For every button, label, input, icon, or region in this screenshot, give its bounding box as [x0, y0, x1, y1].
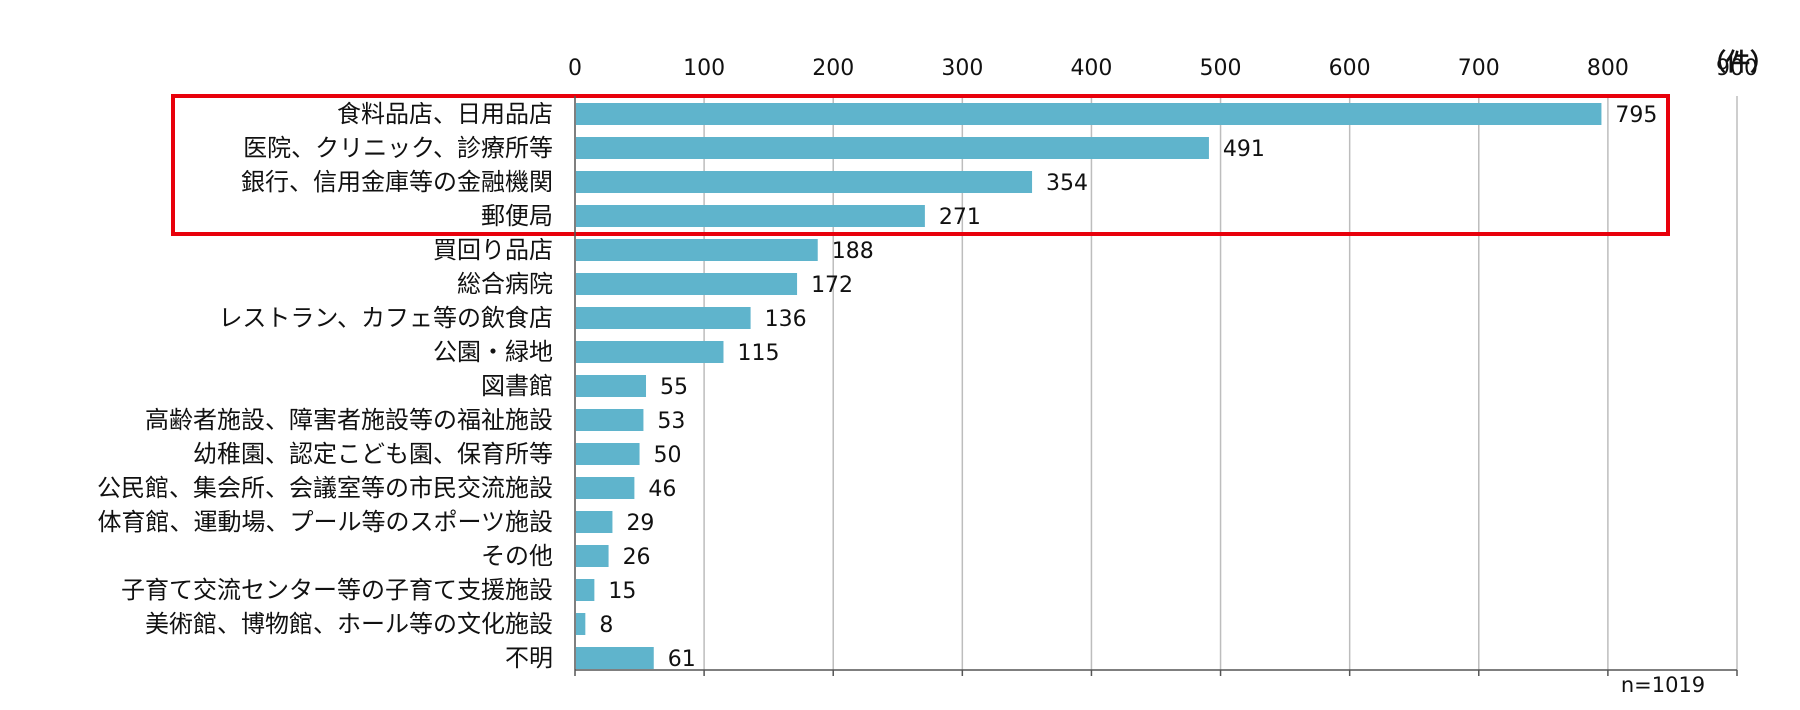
category-label: 公民館、集会所、会議室等の市民交流施設 — [97, 474, 553, 502]
label-layer: 食料品店、日用品店 795 医院、クリニック、診療所等 491 銀行、信用金庫等の金融機… — [97, 94, 1670, 672]
category-label: 郵便局 — [481, 202, 553, 230]
category-label: 医院、クリニック、診療所等 — [243, 134, 553, 162]
x-tick-label: 400 — [1070, 56, 1112, 81]
category-label: レストラン、カフェ等の飲食店 — [218, 304, 553, 332]
category-label: 買回り品店 — [433, 236, 553, 264]
data-label: 136 — [765, 307, 807, 332]
bar — [576, 103, 1602, 125]
bar — [576, 647, 654, 669]
highlight-box — [171, 94, 1670, 236]
x-tick-label: 300 — [941, 56, 983, 81]
bar-layer — [576, 103, 1602, 669]
category-label: 公園・緑地 — [433, 338, 553, 366]
data-label: 188 — [832, 239, 874, 264]
category-label: 不明 — [505, 644, 553, 672]
bar — [576, 443, 640, 465]
bar — [576, 307, 751, 329]
category-label: 銀行、信用金庫等の金融機関 — [241, 168, 553, 196]
category-label: 幼稚園、認定こども園、保育所等 — [193, 440, 553, 468]
category-label: 高齢者施設、障害者施設等の福祉施設 — [145, 406, 553, 434]
bar — [576, 545, 609, 567]
x-tick-label: 600 — [1329, 56, 1371, 81]
bar — [576, 205, 925, 227]
x-tick-label: 900 — [1716, 56, 1758, 81]
bar — [576, 273, 798, 295]
data-label: 50 — [654, 443, 682, 468]
x-tick-label: 0 — [568, 56, 582, 81]
data-label: 53 — [657, 409, 685, 434]
data-label: 55 — [660, 375, 688, 400]
data-label: 115 — [737, 341, 779, 366]
x-tick-label: 700 — [1458, 56, 1500, 81]
bar — [576, 511, 613, 533]
category-label: 図書館 — [481, 372, 553, 400]
category-label: 総合病院 — [457, 270, 553, 298]
data-label: 271 — [939, 205, 981, 230]
axis-layer: 0 100 200 300 400 500 600 700 800 900 — [568, 56, 1758, 676]
bar — [576, 613, 586, 635]
category-label: 体育館、運動場、プール等のスポーツ施設 — [97, 508, 553, 536]
category-label: 食料品店、日用品店 — [337, 100, 553, 128]
category-label: 子育て交流センター等の子育て支援施設 — [121, 576, 553, 604]
bar — [576, 171, 1033, 193]
x-tick-label: 100 — [683, 56, 725, 81]
bar — [576, 137, 1209, 159]
x-tick-label: 200 — [812, 56, 854, 81]
data-label: 172 — [811, 273, 853, 298]
bar — [576, 409, 644, 431]
data-label: 491 — [1223, 137, 1265, 162]
data-label: 26 — [623, 545, 651, 570]
bar — [576, 579, 595, 601]
bar — [576, 375, 647, 397]
data-label: 61 — [668, 647, 696, 672]
category-label: その他 — [481, 542, 553, 570]
unit-label: （件） — [1702, 48, 1774, 76]
data-label: 795 — [1615, 103, 1657, 128]
category-label: 美術館、博物館、ホール等の文化施設 — [145, 610, 553, 638]
x-tick-label: 500 — [1200, 56, 1242, 81]
data-label: 46 — [648, 477, 676, 502]
data-label: 29 — [626, 511, 654, 536]
bar — [576, 477, 635, 499]
bar — [576, 341, 724, 363]
data-label: 354 — [1046, 171, 1088, 196]
bar — [576, 239, 818, 261]
x-tick-label: 800 — [1587, 56, 1629, 81]
data-label: 15 — [608, 579, 636, 604]
data-label: 8 — [599, 613, 613, 638]
sample-note: n=1019 — [1621, 673, 1705, 697]
